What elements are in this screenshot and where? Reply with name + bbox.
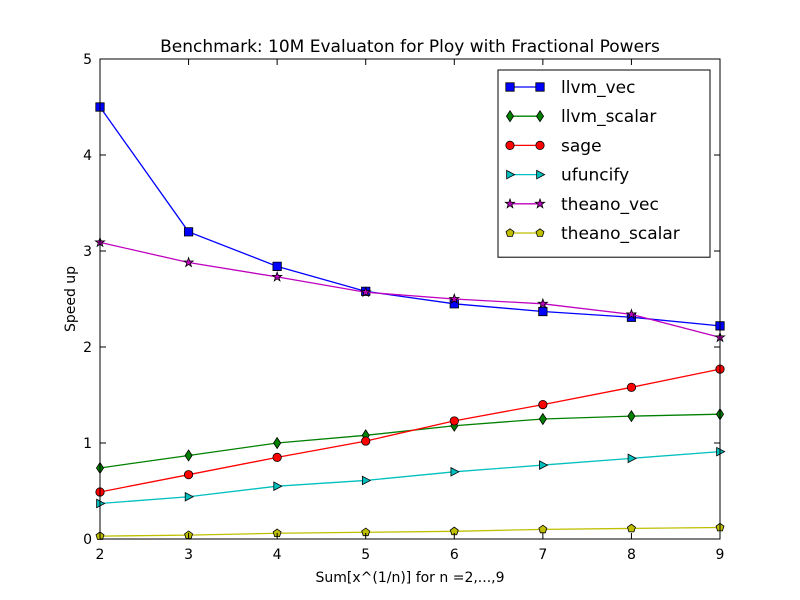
legend-marker xyxy=(505,228,515,237)
data-point-ufuncify-3 xyxy=(184,491,195,502)
series-line-llvm_vec xyxy=(99,106,721,327)
data-point-ufuncify-7 xyxy=(539,460,549,470)
x-tick-label: 3 xyxy=(184,547,193,563)
data-point-sage-3 xyxy=(183,470,194,480)
legend-marker xyxy=(505,110,515,123)
legend-marker xyxy=(536,169,546,180)
data-point-sage-5 xyxy=(361,436,371,446)
x-tick-label: 6 xyxy=(450,547,459,563)
data-point-sage-4 xyxy=(272,452,282,462)
legend-item-llvm_scalar: llvm_scalar xyxy=(505,107,656,127)
series-line-sage xyxy=(99,368,721,493)
data-point-ufuncify-6 xyxy=(450,466,460,477)
data-point-ufuncify-2 xyxy=(96,498,106,509)
x-tick-label: 7 xyxy=(538,547,547,563)
data-point-ufuncify-5 xyxy=(361,475,372,486)
data-point-llvm_scalar-4 xyxy=(273,436,282,450)
data-point-sage-6 xyxy=(449,416,459,426)
data-point-llvm_scalar-8 xyxy=(627,409,636,423)
data-point-ufuncify-4 xyxy=(273,481,283,492)
y-axis-label: Speed up xyxy=(63,266,79,332)
data-point-theano_vec-3 xyxy=(182,256,195,268)
data-point-theano_scalar-7 xyxy=(538,524,548,534)
x-tick-label: 4 xyxy=(273,547,282,563)
y-tick-label: 3 xyxy=(83,244,92,260)
legend-item-ufuncify: ufuncify xyxy=(506,166,629,186)
legend-item-theano_vec: theano_vec xyxy=(504,195,659,215)
data-point-sage-8 xyxy=(626,382,637,392)
y-tick-label: 1 xyxy=(83,436,92,452)
data-point-llvm_vec-3 xyxy=(183,227,194,237)
legend-marker xyxy=(534,197,546,209)
y-tick-label: 4 xyxy=(83,148,92,164)
x-tick-label: 8 xyxy=(627,547,636,563)
x-axis-label: Sum[x^(1/n)] for n =2,...,9 xyxy=(315,570,504,586)
y-tick-label: 2 xyxy=(83,340,92,356)
data-point-ufuncify-8 xyxy=(627,453,637,464)
legend-label: theano_scalar xyxy=(561,224,680,244)
data-point-llvm_vec-7 xyxy=(538,306,548,317)
data-point-theano_scalar-8 xyxy=(626,523,636,533)
legend-marker xyxy=(535,82,545,92)
data-point-sage-7 xyxy=(538,399,548,410)
data-point-theano_vec-7 xyxy=(537,297,549,309)
x-tick-label: 9 xyxy=(716,547,725,563)
legend-marker xyxy=(506,169,516,180)
legend-item-llvm_vec: llvm_vec xyxy=(505,78,635,98)
legend-marker xyxy=(535,140,545,150)
data-point-theano_vec-4 xyxy=(271,270,283,282)
legend-label: theano_vec xyxy=(561,195,659,215)
series-line-theano_vec xyxy=(99,241,721,339)
data-point-theano_vec-8 xyxy=(625,308,638,320)
data-point-llvm_scalar-7 xyxy=(538,412,547,426)
data-point-ufuncify-9 xyxy=(716,446,726,457)
series-ufuncify xyxy=(96,446,726,509)
legend-marker xyxy=(505,140,515,150)
series-line-theano_scalar xyxy=(99,526,721,537)
legend-label: sage xyxy=(561,136,602,156)
y-tick-label: 5 xyxy=(83,52,92,68)
x-tick-label: 5 xyxy=(361,547,370,563)
data-point-theano_vec-6 xyxy=(448,292,461,304)
legend-label: ufuncify xyxy=(561,166,629,186)
legend-label: llvm_vec xyxy=(561,78,635,98)
legend-marker xyxy=(535,228,545,237)
axis-ticks: 2 3 4 5 6 7 8 9 0 1 2 3 4 5 xyxy=(83,52,724,563)
legend-label: llvm_scalar xyxy=(561,107,656,127)
legend-box xyxy=(497,69,711,258)
chart-title: Benchmark: 10M Evaluaton for Ploy with F… xyxy=(160,37,660,57)
y-tick-label: 0 xyxy=(83,532,92,548)
legend-marker xyxy=(535,110,545,123)
data-point-llvm_vec-4 xyxy=(272,261,282,271)
legend-item-theano_scalar: theano_scalar xyxy=(505,224,680,244)
series-line-ufuncify xyxy=(99,450,721,505)
plot-frame xyxy=(99,58,721,540)
data-point-theano_vec-5 xyxy=(359,286,372,298)
data-point-llvm_scalar-3 xyxy=(184,449,193,462)
x-tick-label: 2 xyxy=(96,547,105,563)
legend-item-sage: sage xyxy=(505,136,602,156)
legend-marker xyxy=(505,82,515,92)
legend-marker xyxy=(504,197,516,209)
